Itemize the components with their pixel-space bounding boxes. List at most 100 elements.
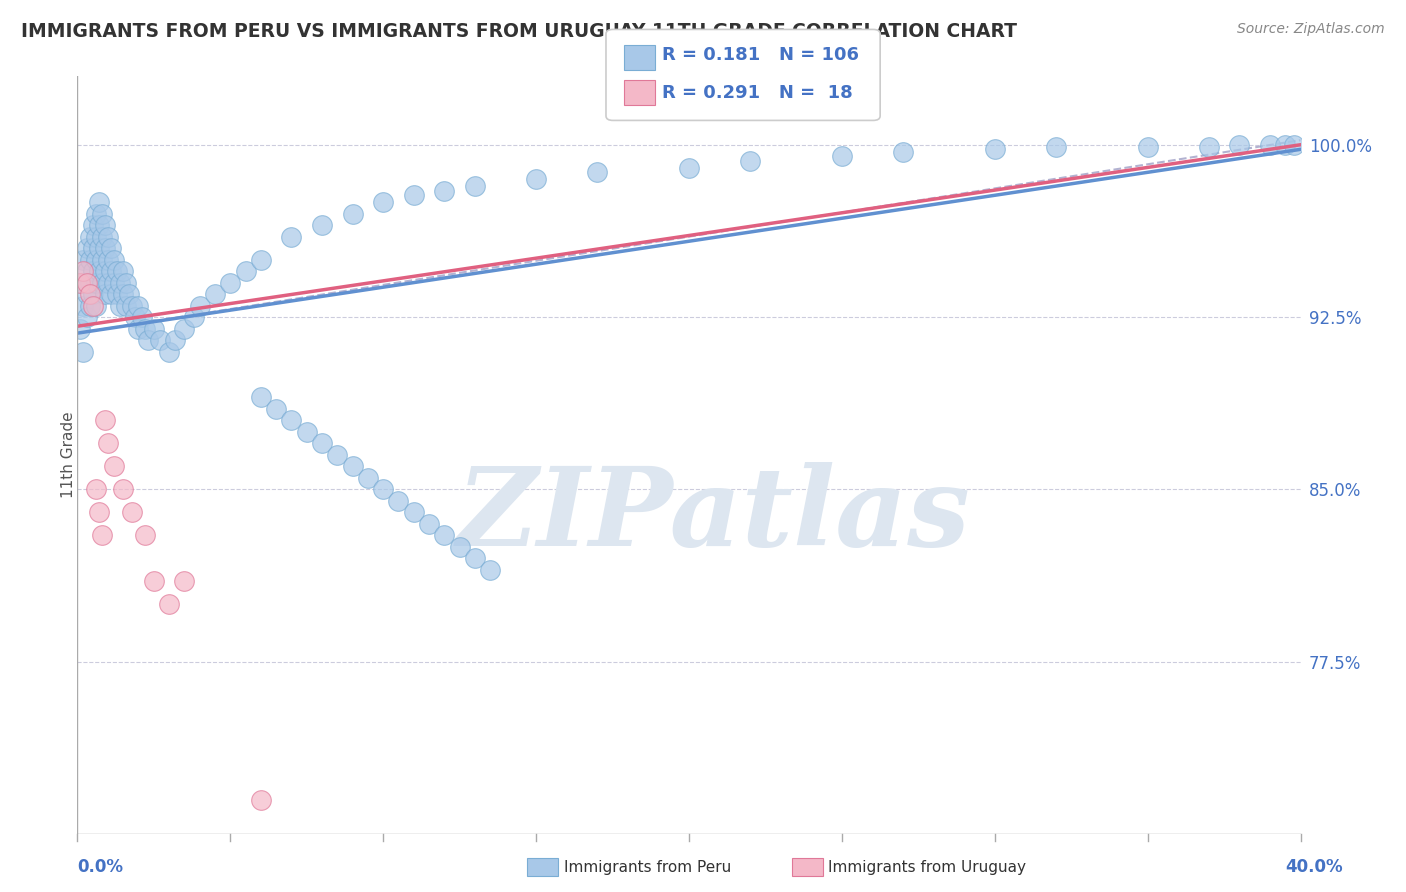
Point: [127, 299, 149, 313]
Point: [112, 264, 135, 278]
Point: [72, 252, 94, 267]
Point: [891, 145, 914, 159]
Point: [84, 299, 107, 313]
Point: [84, 207, 107, 221]
Point: [108, 276, 131, 290]
Point: [357, 471, 380, 485]
Point: [97, 436, 120, 450]
Point: [402, 188, 425, 202]
Point: [87, 195, 110, 210]
Point: [136, 333, 159, 347]
Point: [479, 563, 502, 577]
Point: [76, 310, 98, 324]
Point: [311, 218, 333, 232]
Point: [84, 252, 107, 267]
Point: [1198, 140, 1220, 154]
Point: [387, 494, 409, 508]
Point: [295, 425, 318, 439]
Point: [142, 321, 165, 335]
Point: [90, 276, 112, 290]
Point: [831, 149, 853, 163]
Point: [82, 299, 104, 313]
Point: [94, 413, 117, 427]
Point: [134, 321, 156, 335]
Point: [173, 321, 195, 335]
Point: [433, 528, 456, 542]
Point: [72, 264, 94, 278]
Point: [157, 344, 180, 359]
Point: [84, 229, 107, 244]
Point: [280, 229, 302, 244]
Point: [464, 179, 486, 194]
Point: [371, 483, 394, 497]
Point: [72, 344, 94, 359]
Point: [449, 540, 471, 554]
Point: [250, 792, 273, 806]
Point: [82, 218, 104, 232]
Point: [326, 448, 349, 462]
Point: [69, 276, 91, 290]
Point: [1284, 137, 1306, 152]
Point: [76, 276, 98, 290]
Point: [342, 459, 364, 474]
Point: [1136, 140, 1159, 154]
Point: [280, 413, 302, 427]
Point: [76, 241, 98, 255]
Point: [678, 161, 700, 175]
Point: [1229, 137, 1251, 152]
Point: [82, 287, 104, 301]
Point: [235, 264, 257, 278]
Point: [188, 299, 211, 313]
Point: [524, 172, 547, 186]
Text: ZIPatlas: ZIPatlas: [457, 462, 970, 569]
Point: [103, 276, 125, 290]
Point: [1045, 140, 1067, 154]
Text: Source: ZipAtlas.com: Source: ZipAtlas.com: [1237, 22, 1385, 37]
Text: R = 0.181   N = 106: R = 0.181 N = 106: [662, 46, 859, 64]
Text: 0.0%: 0.0%: [77, 858, 124, 876]
Text: Immigrants from Uruguay: Immigrants from Uruguay: [828, 861, 1026, 875]
Text: R = 0.291   N =  18: R = 0.291 N = 18: [662, 84, 853, 102]
Point: [76, 264, 98, 278]
Point: [105, 264, 128, 278]
Point: [264, 401, 287, 416]
Text: Immigrants from Peru: Immigrants from Peru: [564, 861, 731, 875]
Point: [87, 505, 110, 519]
Point: [103, 252, 125, 267]
Point: [149, 333, 172, 347]
Point: [157, 597, 180, 611]
Point: [79, 229, 101, 244]
Point: [142, 574, 165, 589]
Point: [586, 165, 609, 179]
Point: [115, 299, 138, 313]
Point: [250, 252, 273, 267]
Point: [100, 287, 122, 301]
Point: [183, 310, 205, 324]
Point: [219, 276, 242, 290]
Point: [311, 436, 333, 450]
Point: [984, 142, 1007, 156]
Point: [90, 528, 112, 542]
Point: [94, 287, 117, 301]
Point: [87, 241, 110, 255]
Point: [127, 321, 149, 335]
Point: [105, 287, 128, 301]
Point: [94, 264, 117, 278]
Point: [72, 299, 94, 313]
Point: [100, 264, 122, 278]
Point: [79, 252, 101, 267]
Point: [79, 299, 101, 313]
Point: [1258, 137, 1281, 152]
Point: [173, 574, 195, 589]
Point: [100, 241, 122, 255]
Point: [134, 528, 156, 542]
Point: [108, 299, 131, 313]
Point: [112, 483, 135, 497]
Point: [103, 459, 125, 474]
Point: [84, 483, 107, 497]
Point: [90, 229, 112, 244]
Point: [97, 276, 120, 290]
Point: [82, 241, 104, 255]
Point: [204, 287, 226, 301]
Point: [97, 229, 120, 244]
